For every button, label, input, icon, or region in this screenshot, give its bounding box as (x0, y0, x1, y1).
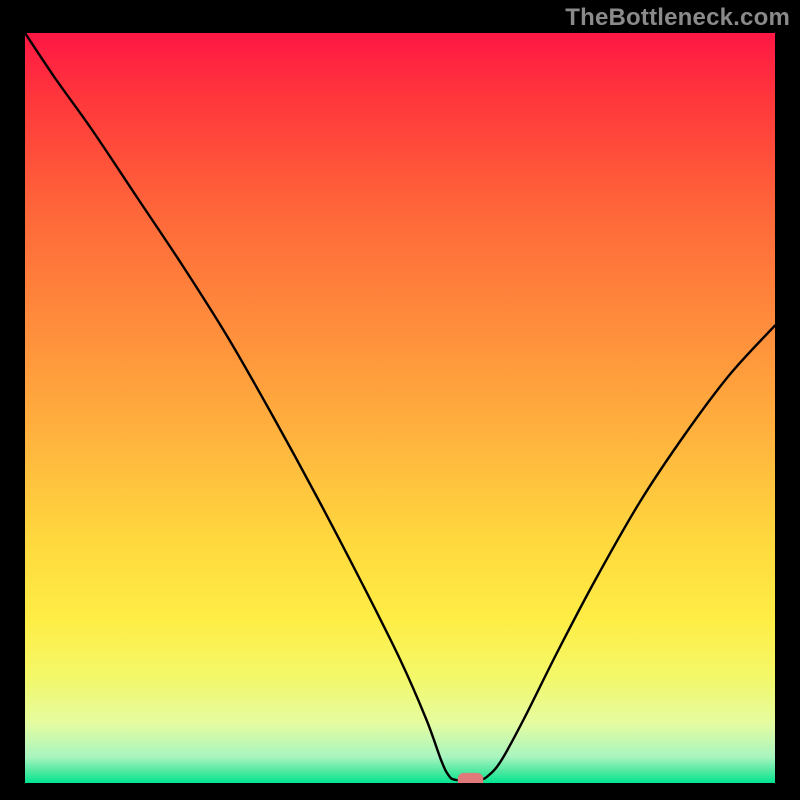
optimum-marker (458, 773, 484, 783)
gradient-background (25, 33, 775, 783)
watermark-text: TheBottleneck.com (565, 4, 790, 32)
bottleneck-plot (25, 33, 775, 783)
